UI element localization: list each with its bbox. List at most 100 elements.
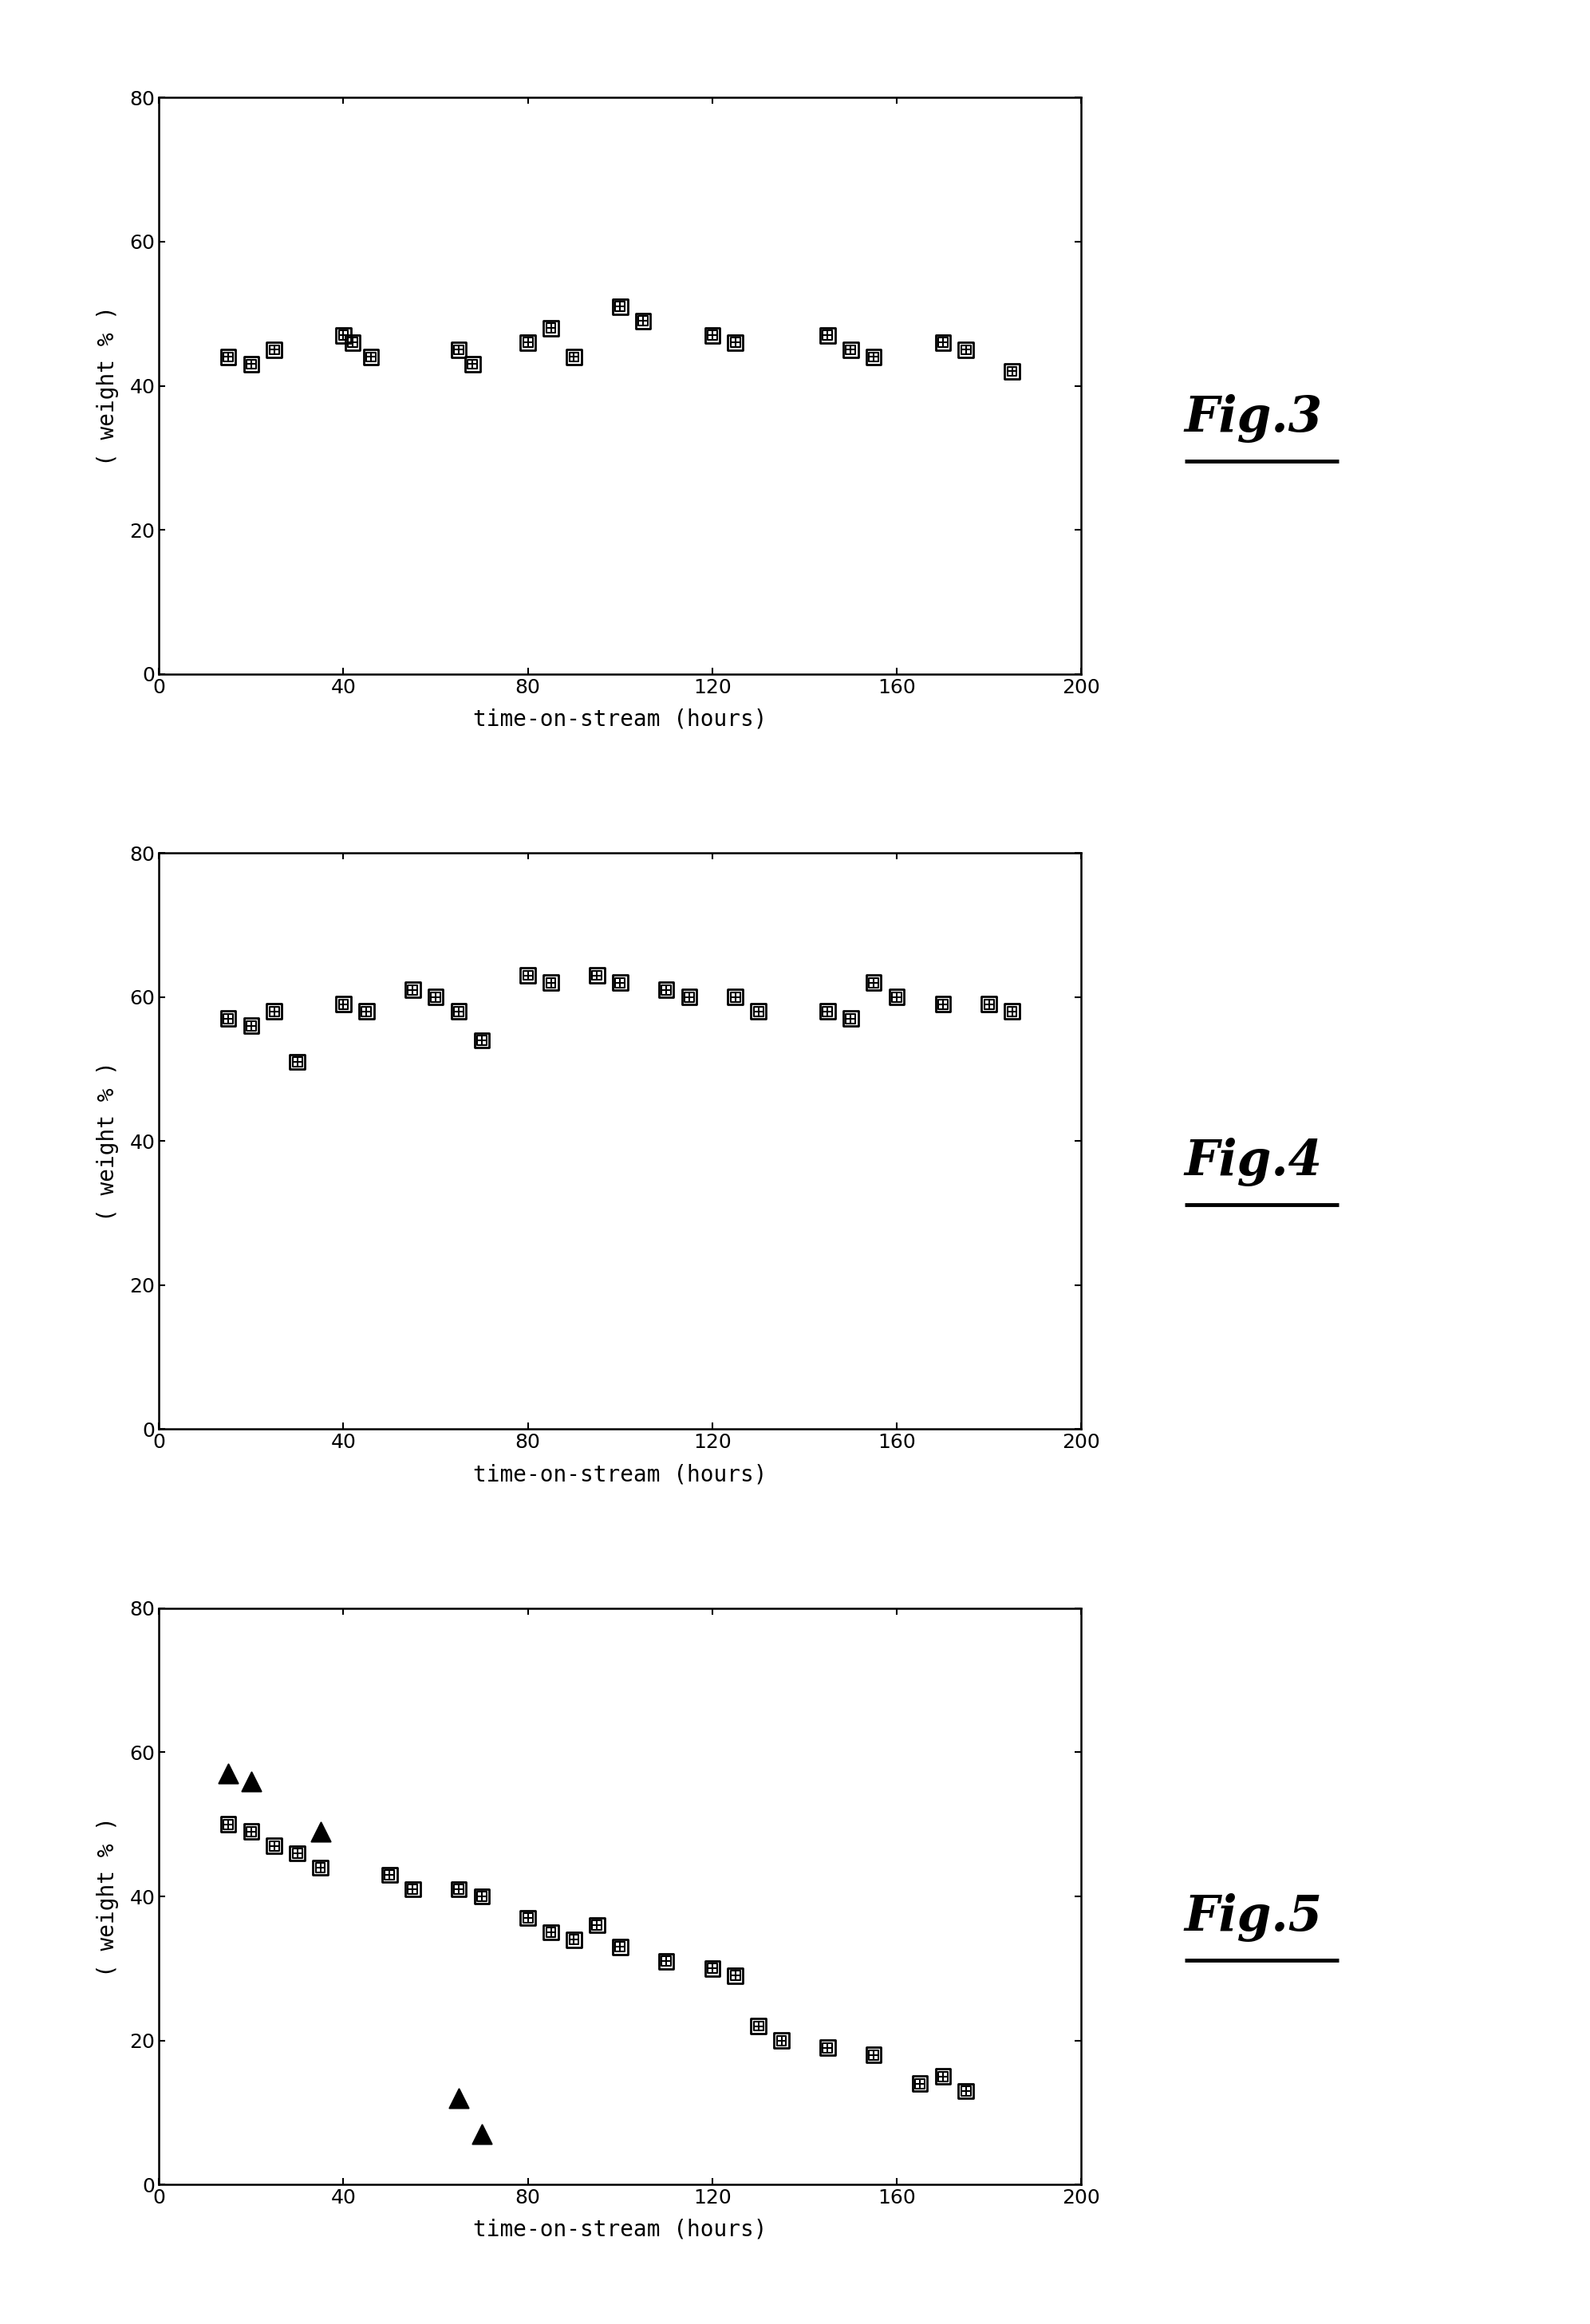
Point [976,985,1002,1023]
Point [469,1878,494,1915]
Point [884,978,909,1016]
Point [238,346,264,383]
Point [238,1006,264,1043]
Y-axis label: ( weight % ): ( weight % ) [97,1060,119,1222]
Point [653,971,679,1009]
Point [768,2022,793,2059]
Point [838,330,863,367]
Point [215,1755,242,1792]
Point [722,978,747,1016]
Point [537,309,563,346]
Point [630,302,655,339]
Point [340,323,366,360]
Point [445,1871,471,1908]
Point [331,316,356,353]
Point [607,964,633,1002]
Point [285,1834,310,1871]
Point [331,985,356,1023]
Point [700,1950,725,1987]
Point [238,1006,264,1043]
Point [584,1906,609,1943]
Point [930,2059,956,2096]
Point [838,999,863,1037]
Point [399,971,425,1009]
Point [331,316,356,353]
Point [469,1023,494,1060]
Point [952,330,978,367]
Point [215,1806,242,1843]
Point [906,2066,932,2103]
Point [285,1834,310,1871]
Point [238,1813,264,1850]
Text: Fig.3: Fig.3 [1185,395,1323,442]
Point [515,957,541,995]
Point [952,2073,978,2110]
Point [445,330,471,367]
Point [746,992,771,1030]
Point [515,1899,541,1936]
Point [722,978,747,1016]
Point [722,1957,747,1994]
Point [307,1813,334,1850]
Point [607,1929,633,1966]
X-axis label: time-on-stream (hours): time-on-stream (hours) [474,709,766,730]
Point [561,1922,587,1959]
Point [930,985,956,1023]
Point [722,323,747,360]
Point [561,1922,587,1959]
Point [261,1827,286,1864]
Point [445,992,471,1030]
Point [952,2073,978,2110]
Point [930,323,956,360]
Text: Fig.5: Fig.5 [1185,1894,1323,1941]
Point [423,978,448,1016]
Point [884,978,909,1016]
Point [677,978,703,1016]
Point [215,339,242,376]
Point [261,330,286,367]
Point [515,323,541,360]
Point [860,964,886,1002]
Point [607,964,633,1002]
Point [399,1871,425,1908]
Point [930,985,956,1023]
Point [358,339,383,376]
Point [215,1806,242,1843]
Point [238,346,264,383]
Point [838,999,863,1037]
Point [537,1915,563,1952]
Point [561,339,587,376]
Point [331,985,356,1023]
Point [469,1878,494,1915]
Point [700,316,725,353]
Point [653,1943,679,1980]
Point [584,957,609,995]
Point [768,2022,793,2059]
Point [215,999,242,1037]
Point [607,288,633,325]
Point [722,1957,747,1994]
Point [445,992,471,1030]
Point [353,992,378,1030]
Point [340,323,366,360]
Point [537,309,563,346]
Point [515,1899,541,1936]
Point [469,2115,494,2152]
Point [700,316,725,353]
Point [700,1950,725,1987]
Point [814,316,840,353]
Point [860,339,886,376]
Point [814,992,840,1030]
Point [215,999,242,1037]
Point [653,1943,679,1980]
Point [814,2029,840,2066]
Point [999,353,1024,390]
Point [238,1762,264,1799]
Point [261,1827,286,1864]
Point [537,964,563,1002]
Point [399,971,425,1009]
Point [814,992,840,1030]
Point [838,330,863,367]
X-axis label: time-on-stream (hours): time-on-stream (hours) [474,2219,766,2240]
Point [746,2008,771,2045]
